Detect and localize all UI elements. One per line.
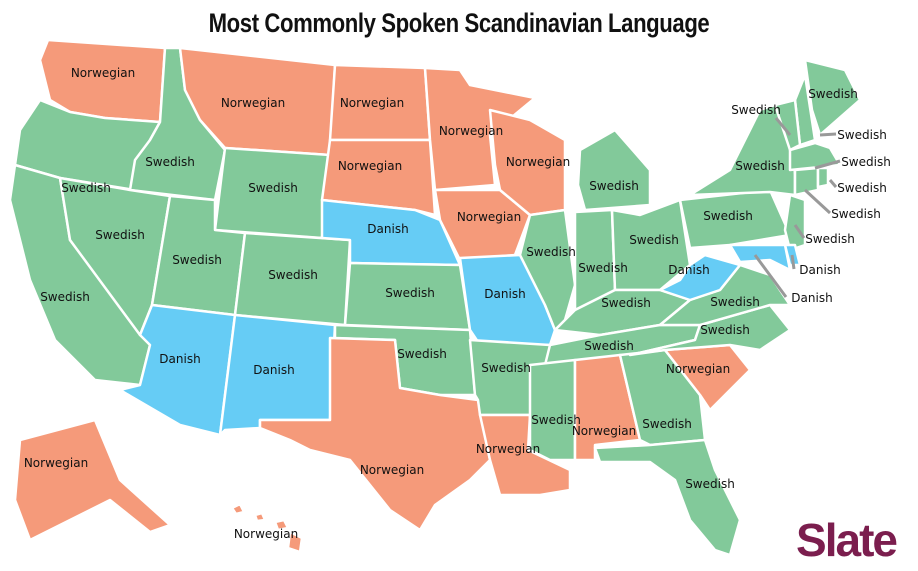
state-label-ca: Swedish — [40, 290, 90, 304]
map-title: Most Commonly Spoken Scandinavian Langua… — [208, 8, 710, 38]
state-label-nc: Swedish — [700, 323, 750, 337]
state-label-vt: Swedish — [731, 103, 781, 117]
state-wv — [658, 253, 742, 302]
state-ms — [528, 358, 577, 462]
state-ct — [793, 166, 820, 197]
state-label-de: Danish — [799, 263, 840, 277]
state-label-ny: Swedish — [735, 159, 785, 173]
state-label-ar: Swedish — [481, 361, 531, 375]
callout-line-md — [753, 254, 788, 298]
callout-line-ct — [803, 188, 832, 215]
state-mn — [423, 66, 537, 192]
state-label-oh: Swedish — [629, 233, 679, 247]
state-label-al: Norwegian — [572, 424, 636, 438]
state-label-nm: Danish — [253, 363, 294, 377]
state-label-nd: Norwegian — [340, 96, 404, 110]
state-hi — [253, 511, 267, 523]
state-label-me: Swedish — [808, 87, 858, 101]
state-label-in: Swedish — [578, 261, 628, 275]
state-label-wv: Danish — [668, 263, 709, 277]
state-label-or: Swedish — [61, 181, 111, 195]
state-label-nh: Swedish — [837, 128, 887, 142]
callout-line-nh — [819, 132, 837, 137]
state-label-mn: Norwegian — [439, 124, 503, 138]
state-tx — [258, 336, 492, 532]
state-label-il: Swedish — [526, 245, 576, 259]
state-label-pa: Swedish — [703, 209, 753, 223]
state-fl — [593, 438, 742, 557]
state-label-wy: Swedish — [248, 181, 298, 195]
state-label-mo: Danish — [484, 287, 525, 301]
state-label-ne: Danish — [367, 222, 408, 236]
state-label-ks: Swedish — [385, 286, 435, 300]
state-nj — [783, 193, 807, 252]
state-label-wa: Norwegian — [71, 66, 135, 80]
state-label-nv: Swedish — [95, 228, 145, 242]
state-label-ri: Swedish — [837, 181, 887, 195]
state-ma — [788, 141, 842, 172]
state-label-sd: Norwegian — [338, 159, 402, 173]
state-label-la: Norwegian — [476, 442, 540, 456]
state-label-ia: Norwegian — [457, 210, 521, 224]
state-ri — [816, 166, 830, 189]
state-label-ok: Swedish — [397, 347, 447, 361]
state-label-mi: Swedish — [589, 179, 639, 193]
state-label-nj: Swedish — [805, 232, 855, 246]
state-hi — [273, 518, 290, 532]
state-label-ct: Swedish — [831, 207, 881, 221]
callout-line-de — [790, 254, 796, 270]
state-label-tx: Norwegian — [360, 463, 424, 477]
state-label-va: Swedish — [710, 295, 760, 309]
state-label-az: Danish — [159, 352, 200, 366]
state-label-ma: Swedish — [841, 155, 891, 169]
state-vt — [773, 98, 802, 152]
state-nc — [628, 303, 792, 357]
state-mi — [576, 128, 652, 212]
callout-line-vt — [774, 117, 792, 136]
callout-line-ri — [828, 179, 838, 188]
state-label-ga: Swedish — [642, 417, 692, 431]
state-label-ut: Swedish — [172, 253, 222, 267]
state-hi — [230, 502, 246, 516]
state-label-fl: Swedish — [685, 477, 735, 491]
state-label-hi: Norwegian — [234, 527, 298, 541]
state-me — [803, 58, 862, 137]
state-label-id: Swedish — [145, 155, 195, 169]
state-label-ky: Swedish — [601, 296, 651, 310]
state-label-ms: Swedish — [531, 413, 581, 427]
state-sd — [320, 138, 437, 217]
state-hi — [286, 530, 304, 554]
callout-line-ma — [814, 159, 841, 170]
state-label-wi: Norwegian — [506, 155, 570, 169]
state-label-mt: Norwegian — [221, 96, 285, 110]
state-label-md: Danish — [791, 291, 832, 305]
state-ak — [13, 418, 172, 542]
state-label-co: Swedish — [268, 268, 318, 282]
state-label-ak: Norwegian — [24, 456, 88, 470]
slate-logo: Slate — [796, 514, 898, 566]
state-label-sc: Norwegian — [666, 362, 730, 376]
callout-line-nj — [793, 224, 806, 239]
state-md — [728, 243, 792, 272]
state-label-tn: Swedish — [584, 339, 634, 353]
